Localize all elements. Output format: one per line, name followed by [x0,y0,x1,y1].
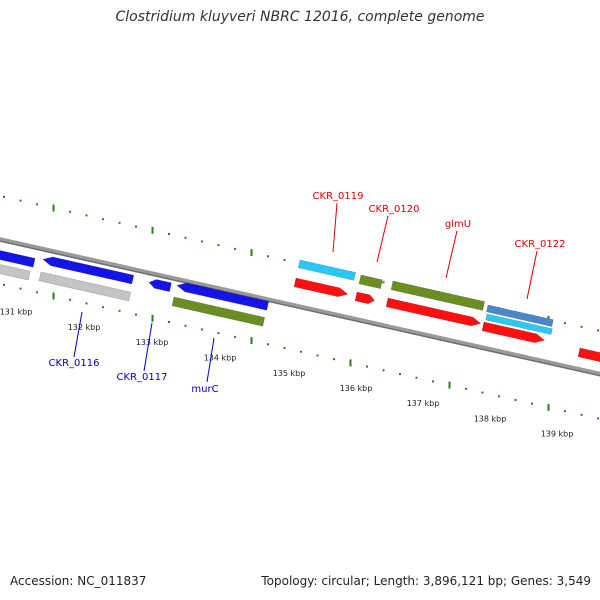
gene-blue [0,249,36,268]
genome-backbone [0,237,600,377]
labels: 131 kbp 132 kbp 133 kbp 134 kbp 135 kbp 136 k… [0,191,573,438]
kbp-label: 138 kbp [474,414,507,423]
gene-olive [390,280,486,311]
gene-red [577,347,600,363]
map-title: Clostridium kluyveri NBRC 12016, complet… [115,9,485,25]
gene-steel [486,304,554,327]
gene-blue [42,256,135,285]
leader-line [376,215,389,263]
gene-label: CKR_0120 [369,204,420,215]
leader-line [526,250,538,300]
gene-features [0,249,600,363]
gene-grey [38,271,132,302]
gene-label: CKR_0117 [117,372,168,383]
gene-grey [0,263,31,281]
gene-cyan [297,259,356,281]
leader-line [73,311,83,358]
kbp-label: 131 kbp [0,308,32,317]
leader-line [206,337,215,383]
gene-red [385,297,482,327]
kbp-label: 133 kbp [136,338,169,347]
backbone-shade [0,240,600,377]
gene-label: murC [191,384,218,395]
kbp-label: 135 kbp [273,369,306,378]
gene-red [293,277,349,297]
gene-olive [358,274,383,289]
kbp-label: 136 kbp [340,384,373,393]
leader-line [143,322,153,372]
kbp-label: 137 kbp [407,399,440,408]
gene-olive [171,296,266,327]
kbp-label: 134 kbp [204,354,237,363]
leader-line [445,230,458,279]
gene-label: CKR_0119 [313,191,364,202]
label-leaders [73,202,538,383]
gene-red [481,321,546,343]
gene-blue [176,282,270,311]
accession-text: Accession: NC_011837 [10,574,147,588]
gene-red [354,291,376,305]
gene-blue [148,279,172,292]
leader-line [332,202,338,253]
gene-label: glmU [445,219,471,230]
backbone-line [0,237,600,376]
kbp-label: 132 kbp [68,323,101,332]
gene-cyan [485,313,553,335]
kbp-label: 139 kbp [541,429,574,438]
gene-label: CKR_0116 [49,358,100,369]
summary-text: Topology: circular; Length: 3,896,121 bp… [261,574,591,588]
gene-label: CKR_0122 [515,239,566,250]
